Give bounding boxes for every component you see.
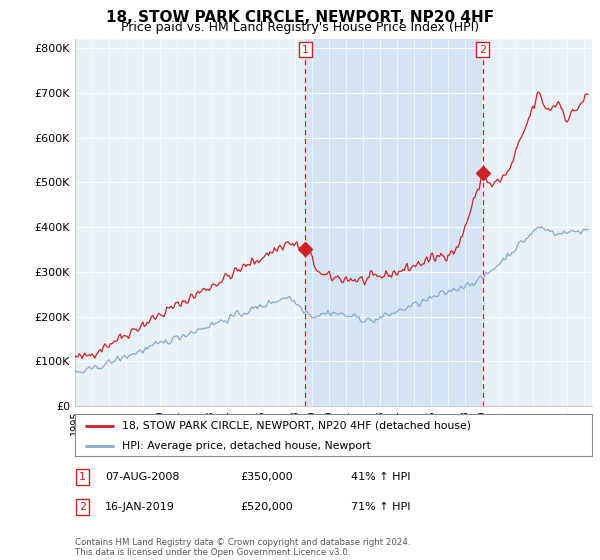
Bar (305, 39, 482, 406)
Text: Contains HM Land Registry data © Crown copyright and database right 2024.
This d: Contains HM Land Registry data © Crown c… (75, 538, 410, 557)
Text: £350,000: £350,000 (240, 472, 293, 482)
Text: 18, STOW PARK CIRCLE, NEWPORT, NP20 4HF (detached house): 18, STOW PARK CIRCLE, NEWPORT, NP20 4HF … (122, 421, 470, 431)
Text: 16-JAN-2019: 16-JAN-2019 (105, 502, 175, 512)
Text: Price paid vs. HM Land Registry's House Price Index (HPI): Price paid vs. HM Land Registry's House … (121, 21, 479, 34)
Text: 2: 2 (479, 45, 486, 55)
Text: £520,000: £520,000 (240, 502, 293, 512)
Text: HPI: Average price, detached house, Newport: HPI: Average price, detached house, Newp… (122, 441, 370, 451)
Text: 41% ↑ HPI: 41% ↑ HPI (351, 472, 410, 482)
Text: 2: 2 (79, 502, 86, 512)
Text: 07-AUG-2008: 07-AUG-2008 (105, 472, 179, 482)
Text: 1: 1 (79, 472, 86, 482)
Text: 71% ↑ HPI: 71% ↑ HPI (351, 502, 410, 512)
Text: 1: 1 (302, 45, 309, 55)
Text: 18, STOW PARK CIRCLE, NEWPORT, NP20 4HF: 18, STOW PARK CIRCLE, NEWPORT, NP20 4HF (106, 10, 494, 25)
